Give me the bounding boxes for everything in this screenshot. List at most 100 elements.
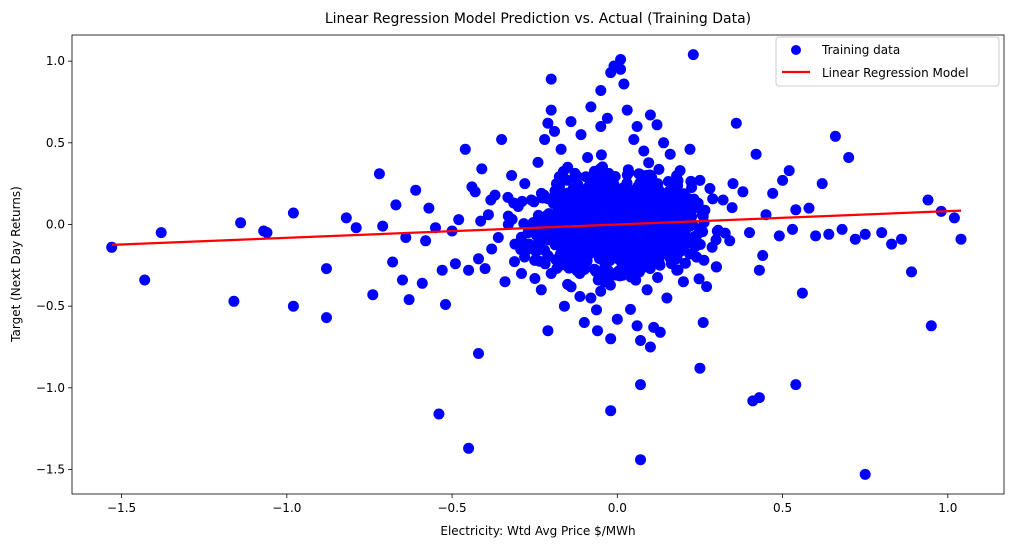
data-point xyxy=(499,276,511,288)
data-point-cluster xyxy=(528,196,540,208)
data-point xyxy=(767,187,779,199)
data-point-cluster xyxy=(632,209,644,221)
y-tick-label: −1.0 xyxy=(36,381,65,395)
data-point-cluster xyxy=(538,192,550,204)
x-tick-label: −1.0 xyxy=(272,501,301,515)
data-point-cluster xyxy=(485,194,497,206)
data-point-cluster xyxy=(632,251,644,262)
data-point xyxy=(790,204,802,216)
data-point xyxy=(823,228,835,240)
data-point-cluster xyxy=(529,273,541,284)
data-point xyxy=(287,207,299,219)
data-point-cluster xyxy=(665,253,677,265)
data-point xyxy=(859,468,871,480)
legend-box xyxy=(775,36,1000,87)
data-point-cluster xyxy=(672,198,684,210)
data-point xyxy=(582,152,594,163)
data-point-cluster xyxy=(557,237,569,249)
data-point xyxy=(631,320,643,332)
y-tick-label: −0.5 xyxy=(36,299,65,313)
data-point-cluster xyxy=(625,271,637,283)
data-point xyxy=(449,258,461,270)
data-point-cluster xyxy=(569,167,581,179)
x-tick-label: −1.5 xyxy=(107,501,136,515)
data-point-cluster xyxy=(581,195,593,206)
data-point xyxy=(496,134,508,145)
data-point xyxy=(744,227,755,239)
data-point-cluster xyxy=(647,245,658,257)
data-point xyxy=(539,134,551,145)
data-point-cluster xyxy=(710,234,722,246)
data-point-cluster xyxy=(603,198,615,210)
x-axis-ticks: −1.5 −1.0 −0.5 0.0 0.5 1.0 xyxy=(107,494,957,515)
data-point-cluster xyxy=(662,226,673,237)
data-point xyxy=(677,276,689,288)
data-point-cluster xyxy=(645,204,656,215)
data-point xyxy=(321,263,332,275)
data-point xyxy=(519,178,531,190)
data-point xyxy=(701,281,713,293)
data-point xyxy=(459,143,471,155)
data-point xyxy=(390,199,402,211)
data-point-cluster xyxy=(595,149,607,161)
data-point xyxy=(635,454,646,466)
data-point xyxy=(139,274,151,286)
data-point xyxy=(922,194,934,206)
data-point xyxy=(377,220,389,232)
data-point-cluster xyxy=(547,193,559,205)
data-point-cluster xyxy=(518,218,530,230)
data-point-cluster xyxy=(589,178,601,190)
data-point-cluster xyxy=(598,240,610,252)
data-point-cluster xyxy=(590,187,602,199)
data-point xyxy=(628,134,640,145)
data-point xyxy=(615,54,627,65)
data-point xyxy=(420,235,432,247)
data-point xyxy=(753,392,765,404)
data-point xyxy=(463,264,475,276)
x-tick-label: 0.0 xyxy=(608,501,627,515)
data-point-cluster xyxy=(707,193,719,205)
data-point-cluster xyxy=(589,208,601,220)
data-point-cluster xyxy=(652,272,664,283)
regression-line xyxy=(111,209,962,246)
data-point xyxy=(730,117,742,129)
data-point-cluster xyxy=(530,246,542,258)
data-point-cluster xyxy=(616,220,627,232)
data-point-cluster xyxy=(604,251,616,263)
data-point xyxy=(654,326,666,338)
data-point xyxy=(261,227,273,239)
data-point xyxy=(558,300,570,312)
data-point xyxy=(228,295,240,307)
data-point-cluster xyxy=(622,164,634,176)
data-point xyxy=(453,214,465,226)
data-point xyxy=(750,148,762,160)
data-point-cluster xyxy=(595,285,607,297)
data-point xyxy=(661,292,673,304)
data-point-cluster xyxy=(565,281,577,293)
data-point xyxy=(473,253,484,265)
data-point xyxy=(486,243,498,255)
data-point xyxy=(535,284,547,296)
data-point-cluster xyxy=(653,163,665,175)
data-point-cluster xyxy=(574,235,586,246)
data-point-cluster xyxy=(608,185,619,197)
data-point xyxy=(697,317,709,328)
data-point xyxy=(644,341,656,353)
data-point xyxy=(611,313,623,325)
data-point xyxy=(896,233,907,245)
data-point xyxy=(664,148,676,160)
data-point xyxy=(737,186,749,198)
data-point-cluster xyxy=(561,174,573,186)
y-axis-ticks: −1.5 −1.0 −0.5 0.0 0.5 1.0 xyxy=(36,54,72,476)
data-point-cluster xyxy=(685,175,697,187)
data-point xyxy=(585,292,597,304)
data-point xyxy=(803,202,815,214)
data-point xyxy=(592,325,603,337)
data-point-cluster xyxy=(581,255,593,267)
data-point xyxy=(410,184,422,196)
data-point-cluster xyxy=(543,208,555,220)
data-point-cluster xyxy=(653,184,665,196)
data-point-cluster xyxy=(690,231,702,243)
data-point xyxy=(469,186,481,198)
